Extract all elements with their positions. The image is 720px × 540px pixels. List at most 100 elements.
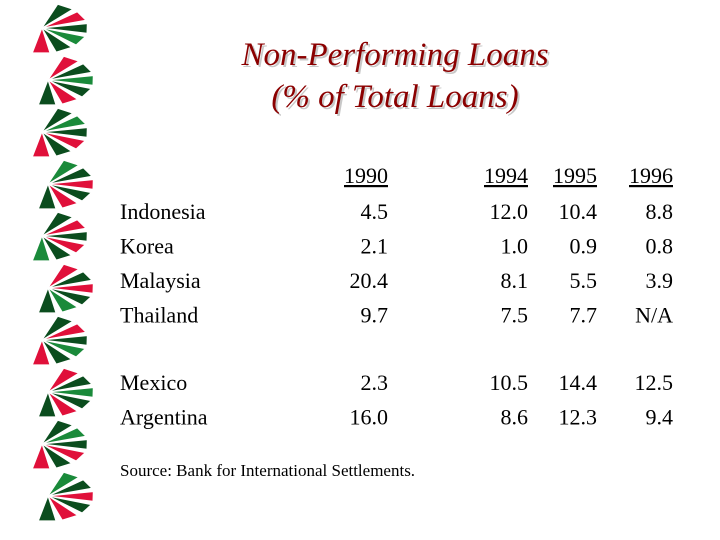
wedge — [41, 439, 88, 450]
cell: 1.0 — [501, 234, 529, 259]
source: Source: Bank for International Settlemen… — [120, 461, 415, 480]
wedge — [41, 323, 87, 341]
wedge — [41, 419, 74, 445]
wedge — [41, 115, 87, 133]
cell: 3.9 — [646, 268, 674, 293]
cell: 8.6 — [501, 405, 529, 430]
wedge — [41, 27, 73, 53]
row-label: Indonesia — [120, 199, 206, 224]
title: (% of Total Loans) — [271, 79, 518, 115]
wedge — [41, 11, 87, 29]
wedge — [41, 443, 73, 469]
cell: 9.4 — [646, 405, 674, 430]
wedge — [31, 130, 51, 158]
wedge — [47, 55, 80, 81]
title-shadow: Non-Performing Loans — [242, 39, 550, 75]
wedge — [47, 479, 93, 497]
wedge — [37, 494, 57, 522]
row-label: Mexico — [120, 370, 187, 395]
wedge — [41, 315, 74, 341]
wedge — [47, 271, 93, 289]
wedge — [47, 63, 93, 81]
wedge — [41, 211, 74, 237]
wedge — [47, 75, 94, 86]
wedge — [47, 391, 93, 410]
cell: 4.5 — [361, 199, 389, 224]
wedge — [47, 287, 79, 313]
wedge — [37, 78, 57, 106]
wedge — [47, 167, 93, 185]
row-label: Malaysia — [120, 268, 201, 293]
cell: 2.3 — [361, 370, 389, 395]
wedge — [41, 443, 87, 462]
wedge — [47, 79, 79, 105]
wedge — [37, 182, 57, 210]
cell: 12.0 — [490, 199, 529, 224]
wedge — [31, 442, 51, 470]
wedge — [41, 3, 74, 29]
cell: 8.1 — [501, 268, 529, 293]
wedge — [31, 26, 51, 54]
cell: 8.8 — [646, 199, 674, 224]
wedge — [41, 235, 73, 261]
wedge — [47, 263, 80, 289]
row-label: Korea — [120, 234, 174, 259]
cell: 20.4 — [350, 268, 389, 293]
wedge — [37, 390, 57, 418]
cell: 0.9 — [570, 234, 598, 259]
wedge — [41, 339, 73, 365]
wedge — [47, 471, 80, 497]
cell: 10.4 — [559, 199, 598, 224]
wedge — [47, 183, 93, 202]
wedge — [47, 495, 93, 514]
wedge — [41, 23, 88, 34]
cell: 2.1 — [361, 234, 389, 259]
wedge — [47, 495, 79, 521]
cell: 16.0 — [350, 405, 389, 430]
wedge — [47, 391, 79, 417]
wedge — [41, 131, 73, 157]
wedge — [47, 375, 93, 393]
cell: 7.7 — [570, 303, 598, 328]
cell: 0.8 — [646, 234, 674, 259]
wedge — [31, 338, 51, 366]
wedge — [41, 107, 74, 133]
wedge — [41, 131, 87, 150]
wedge — [47, 283, 94, 294]
wedge — [41, 427, 87, 445]
cell: 5.5 — [570, 268, 598, 293]
wedge — [37, 286, 57, 314]
cell: 14.4 — [559, 370, 598, 395]
wedge — [41, 335, 88, 346]
row-label: Argentina — [120, 405, 208, 430]
wedge — [41, 339, 87, 358]
wedge — [47, 387, 94, 398]
wedge — [47, 159, 80, 185]
wedge — [41, 231, 88, 242]
wedge — [47, 79, 93, 98]
wedge — [41, 235, 87, 254]
column-header: 1996 — [629, 163, 673, 188]
title-shadow: (% of Total Loans) — [273, 81, 520, 117]
cell: 9.7 — [361, 303, 389, 328]
cell: 10.5 — [490, 370, 529, 395]
column-header: 1994 — [484, 163, 528, 188]
cell: 7.5 — [501, 303, 529, 328]
wedge — [41, 219, 87, 237]
decorative-strip — [31, 3, 94, 522]
wedge — [47, 179, 94, 190]
column-header: 1990 — [344, 163, 388, 188]
table: 1990 1994 1995 1996 Indonesia 4.5 12.0 10.4 8.8 K… — [120, 163, 673, 430]
cell: 12.3 — [559, 405, 598, 430]
wedge — [47, 491, 94, 502]
wedge — [41, 27, 87, 46]
wedge — [41, 127, 88, 138]
row-label: Thailand — [120, 303, 198, 328]
cell: N/A — [635, 303, 673, 328]
wedge — [47, 367, 80, 393]
title: Non-Performing Loans — [240, 37, 548, 73]
cell: 12.5 — [635, 370, 674, 395]
wedge — [31, 234, 51, 262]
wedge — [47, 287, 93, 306]
